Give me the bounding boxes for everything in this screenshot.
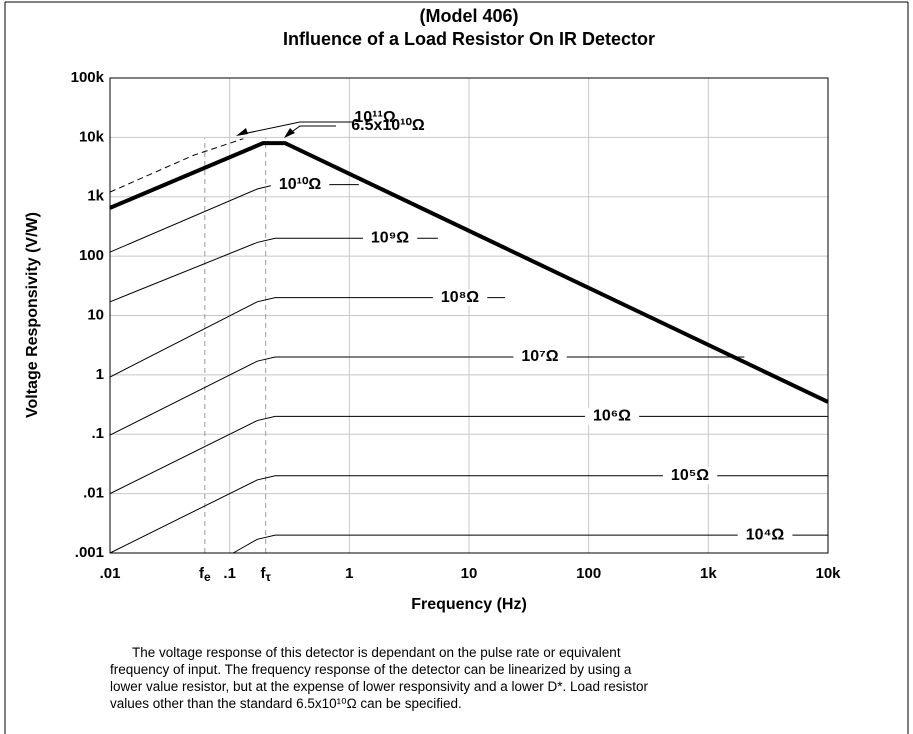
series-label: 10⁶Ω (593, 408, 631, 425)
x-tick-label: .1 (223, 565, 236, 582)
x-tick-label: 100 (576, 565, 601, 582)
series-line (109, 141, 829, 404)
arrow-head (236, 128, 248, 136)
series-label: 10¹¹Ω (354, 109, 395, 126)
y-axis-label: Voltage Responsivity (V/W) (24, 212, 41, 418)
label-bg (362, 229, 418, 247)
x-axis-label: Frequency (Hz) (411, 596, 527, 613)
label-bg (585, 407, 640, 425)
series-line (109, 415, 828, 495)
x-tick-label: 10 (461, 565, 478, 582)
series-line (109, 297, 506, 378)
y-tick-label: .01 (83, 485, 104, 502)
leader-arrow (237, 121, 352, 136)
label-bg (270, 175, 330, 193)
series-line (109, 138, 244, 193)
y-tick-label: 1k (87, 188, 104, 205)
series-line (232, 534, 828, 554)
caption-line: frequency of input. The frequency respon… (110, 662, 632, 677)
leader-arrow (285, 125, 336, 137)
series-line (109, 237, 438, 303)
series-line (109, 184, 359, 253)
y-tick-label: .1 (91, 425, 104, 442)
y-tick-label: 10k (79, 128, 105, 145)
series-label: 10⁷Ω (521, 348, 558, 365)
caption: The voltage response of this detector is… (110, 644, 810, 712)
series-line (109, 475, 828, 554)
series-label: 10⁹Ω (371, 229, 409, 246)
series-label: 10¹⁰Ω (279, 176, 322, 193)
caption-line: values other than the standard 6.5x10¹⁰Ω… (110, 696, 462, 711)
arrow-head (284, 128, 295, 138)
x-tick-label: fτ (261, 565, 272, 584)
plot-frame (109, 77, 829, 554)
chart-subtitle: Influence of a Load Resistor On IR Detec… (283, 29, 655, 49)
y-tick-label: .001 (75, 544, 104, 561)
label-bg (662, 466, 718, 484)
series-label: 10⁵Ω (671, 467, 709, 484)
series-label: 10⁸Ω (441, 289, 479, 306)
label-bg (513, 348, 567, 366)
x-tick-label: 1 (345, 565, 353, 582)
y-tick-label: 100 (79, 247, 104, 264)
y-tick-label: 1 (96, 366, 104, 383)
caption-line: lower value resistor, but at the expense… (110, 679, 649, 694)
caption-line: The voltage response of this detector is… (132, 645, 621, 660)
label-bg (737, 526, 793, 544)
y-tick-label: 100k (71, 69, 105, 86)
x-tick-label: .01 (100, 565, 121, 582)
x-tick-label: 10k (815, 565, 841, 582)
x-tick-sub: τ (266, 570, 272, 584)
x-tick-label: 1k (700, 565, 717, 582)
series-line (109, 356, 745, 436)
y-tick-label: 10 (87, 306, 104, 323)
series-label: 10⁴Ω (746, 526, 785, 543)
x-tick-sub: e (204, 570, 211, 584)
chart-title: (Model 406) (419, 6, 518, 26)
label-bg (432, 288, 488, 306)
series-label: 6.5x10¹⁰Ω (351, 117, 425, 134)
x-tick-label: fe (199, 565, 211, 584)
